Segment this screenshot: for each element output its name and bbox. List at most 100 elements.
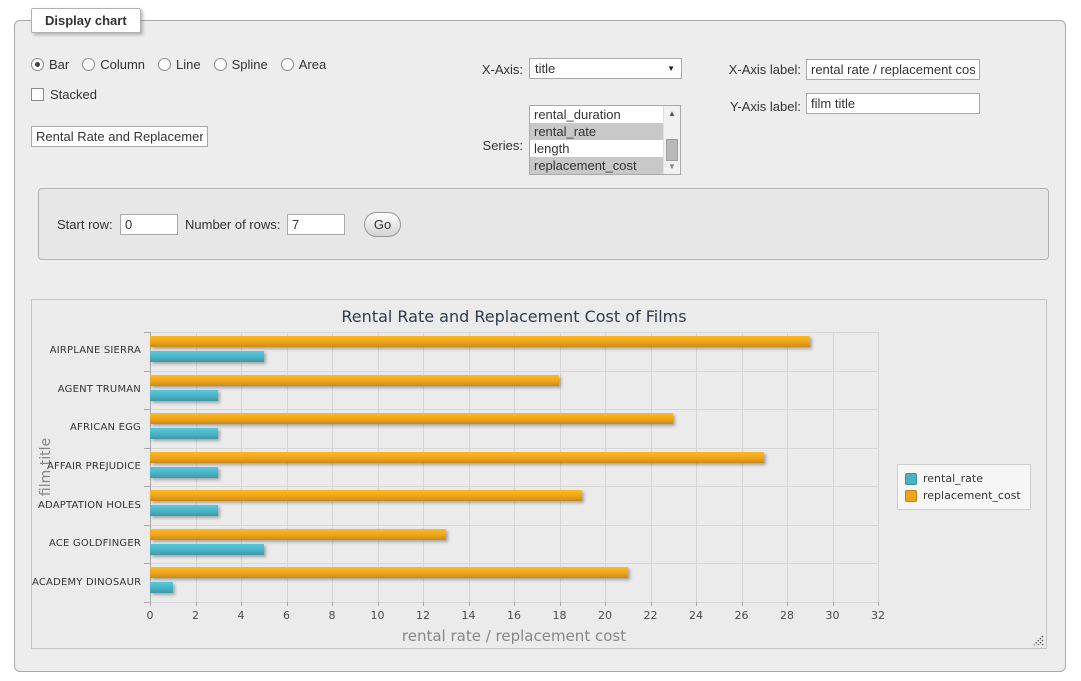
bar-replacement_cost[interactable]: [150, 451, 765, 463]
x-tick-mark: [832, 602, 834, 606]
chart-title-input[interactable]: [31, 126, 208, 147]
grid-line: [377, 332, 379, 602]
grid-line: [787, 332, 788, 602]
legend-swatch: [905, 472, 917, 485]
chart-title: Rental Rate and Replacement Cost of Film…: [341, 307, 687, 326]
x-tick-mark: [468, 602, 470, 606]
stacked-checkbox[interactable]: [31, 88, 44, 101]
stacked-label: Stacked: [50, 87, 97, 102]
legend-item-replacement_cost[interactable]: replacement_cost: [905, 487, 1021, 504]
grid-line: [286, 332, 288, 602]
bar-rental_rate[interactable]: [150, 505, 219, 517]
chart-type-area[interactable]: Area: [280, 57, 327, 72]
x-tick-label: 4: [237, 609, 245, 622]
grid-line: [241, 332, 242, 602]
resize-grip-icon[interactable]: [1032, 634, 1044, 646]
legend-label: replacement_cost: [923, 489, 1021, 502]
bar-replacement_cost[interactable]: [150, 528, 446, 540]
bar-replacement_cost[interactable]: [150, 567, 628, 579]
x-tick-mark: [150, 602, 151, 606]
number-of-rows-input[interactable]: [287, 214, 345, 235]
chart-type-label: Bar: [49, 57, 70, 72]
chart-type-spline[interactable]: Spline: [213, 57, 268, 72]
y-axis-label-input[interactable]: [806, 93, 980, 114]
listbox-scrollbar[interactable]: ▲ ▼: [663, 106, 680, 174]
radio-button-column[interactable]: [82, 58, 96, 71]
radio-button-spline[interactable]: [213, 58, 227, 71]
category-label: ACADEMY DINOSAUR: [32, 576, 142, 588]
bar-replacement_cost[interactable]: [150, 374, 560, 386]
start-row-input[interactable]: [120, 214, 178, 235]
x-tick-label: 28: [780, 609, 794, 622]
y-tick-mark: [144, 370, 150, 372]
radio-button-line[interactable]: [158, 58, 172, 71]
x-axis-select[interactable]: title ▼: [529, 58, 682, 79]
stacked-option[interactable]: Stacked: [31, 87, 97, 102]
x-axis-label-label: X-Axis label:: [728, 62, 801, 77]
x-tick-label: 6: [283, 609, 290, 622]
chart-type-line[interactable]: Line: [158, 57, 201, 72]
category-label: ACE GOLDFINGER: [48, 538, 141, 550]
chart-type-label: Line: [176, 57, 201, 72]
x-tick-label: 20: [598, 609, 612, 622]
x-tick-label: 30: [825, 609, 840, 622]
chart-type-label: Column: [100, 57, 146, 72]
bar-rental_rate[interactable]: [150, 389, 219, 401]
radio-button-bar[interactable]: [31, 58, 44, 71]
x-tick-mark: [514, 602, 515, 606]
number-of-rows-label: Number of rows:: [185, 217, 281, 232]
bar-rental_rate[interactable]: [150, 428, 219, 440]
grid-line: [650, 332, 652, 602]
x-tick-mark: [741, 602, 743, 606]
x-tick-label: 18: [552, 609, 567, 622]
chart-type-bar[interactable]: Bar: [31, 57, 69, 72]
series-option-rental_rate[interactable]: rental_rate: [530, 123, 663, 140]
grid-line: [468, 332, 470, 602]
legend-label: rental_rate: [923, 472, 983, 485]
bar-rental_rate[interactable]: [150, 466, 219, 478]
x-tick-mark: [423, 602, 424, 606]
x-axis-selected-value: title: [535, 61, 556, 76]
go-button[interactable]: Go: [364, 212, 401, 237]
bar-replacement_cost[interactable]: [150, 336, 810, 347]
bar-rental_rate[interactable]: [150, 582, 173, 594]
chart-type-label: Area: [298, 57, 327, 72]
x-tick-mark: [377, 602, 379, 606]
x-tick-label: 0: [146, 609, 154, 622]
scrollbar-thumb[interactable]: [666, 139, 678, 161]
x-tick-mark: [241, 602, 242, 606]
bar-rental_rate[interactable]: [150, 543, 264, 555]
legend-item-rental_rate[interactable]: rental_rate: [905, 470, 1021, 487]
x-tick-mark: [286, 602, 288, 606]
fieldset-legend: Display chart: [31, 8, 141, 33]
grid-line: [423, 332, 424, 602]
radio-button-area[interactable]: [280, 58, 294, 71]
bar-rental_rate[interactable]: [150, 351, 264, 362]
bar-replacement_cost[interactable]: [150, 490, 583, 502]
scroll-down-icon[interactable]: ▼: [668, 162, 676, 171]
chart-legend: rental_rate replacement_cost: [897, 464, 1031, 510]
series-option-replacement_cost[interactable]: replacement_cost: [530, 157, 663, 174]
x-axis-select-label: X-Axis:: [481, 62, 523, 77]
grid-line: [332, 332, 333, 602]
series-option-length[interactable]: length: [534, 141, 570, 156]
x-tick-label: 2: [192, 609, 199, 622]
grid-line: [514, 332, 515, 602]
y-tick-mark: [144, 524, 150, 526]
y-tick-mark: [144, 486, 150, 488]
x-tick-label: 16: [507, 609, 521, 622]
x-tick-mark: [650, 602, 652, 606]
x-axis-label-input[interactable]: [806, 59, 980, 80]
y-tick-mark: [144, 409, 150, 411]
select-dropdown-arrow-icon: ▼: [667, 64, 675, 73]
chart-type-column[interactable]: Column: [82, 57, 145, 72]
series-listbox[interactable]: rental_duration rental_rate length replacem…: [529, 105, 681, 175]
bar-replacement_cost[interactable]: [150, 413, 674, 425]
x-tick-mark: [559, 602, 561, 606]
x-tick-label: 14: [461, 609, 476, 622]
scroll-up-icon[interactable]: ▲: [668, 109, 676, 118]
series-option-rental_duration[interactable]: rental_duration: [534, 107, 621, 122]
x-tick-mark: [332, 602, 333, 606]
start-row-label: Start row:: [57, 217, 113, 232]
category-label: AFRICAN EGG: [70, 422, 141, 434]
